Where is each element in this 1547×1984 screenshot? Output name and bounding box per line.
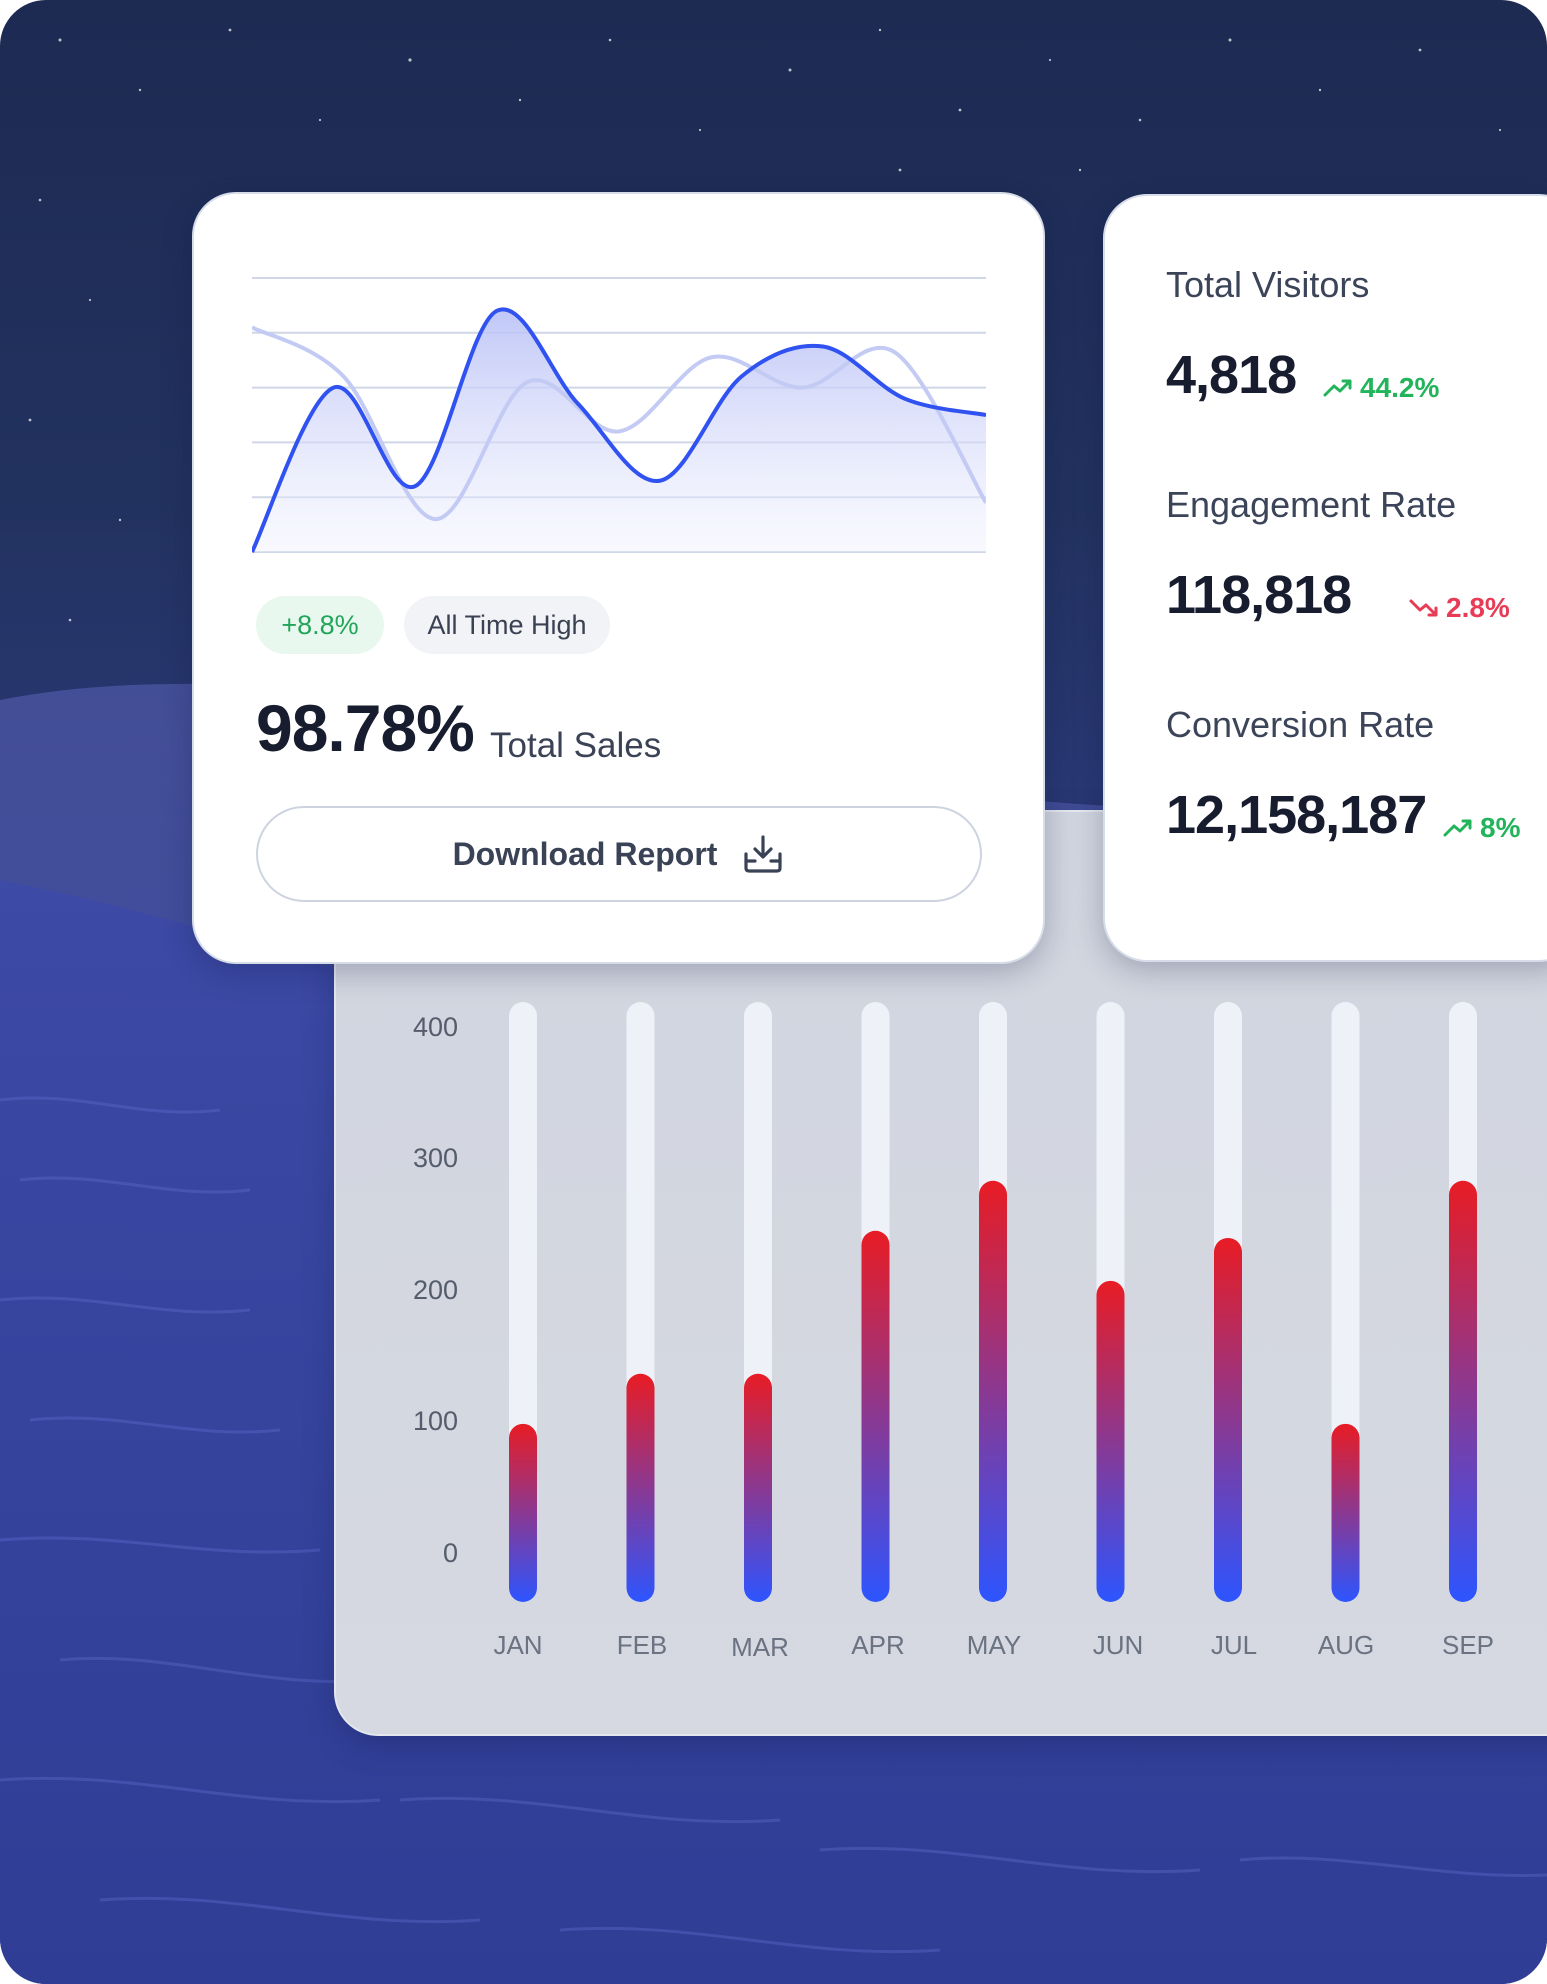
primary-series-line (252, 307, 986, 553)
y-tick-label: 300 (412, 1143, 458, 1173)
x-tick-label: SEP (1441, 1630, 1495, 1660)
total-sales-value: 98.78% (256, 691, 475, 765)
secondary-series-line (252, 325, 986, 522)
bar-sep (1449, 1180, 1477, 1602)
x-tick-label: MAY (966, 1630, 1022, 1660)
monthly-bar-chart-panel (334, 810, 1547, 1736)
all-time-high-badge: All Time High (404, 596, 610, 654)
sales-change-badge: +8.8% (256, 596, 384, 654)
bar-jul (1214, 1237, 1242, 1602)
x-tick-label: JAN (493, 1630, 543, 1660)
y-tick-label: 0 (442, 1538, 458, 1568)
download-report-label: Download Report (452, 835, 718, 872)
trend-down-icon (1409, 599, 1438, 617)
engagement-rate-label: Engagement Rate (1166, 484, 1457, 525)
y-tick-label: 100 (412, 1406, 458, 1436)
x-tick-label: MAR (731, 1632, 789, 1662)
engagement-rate-value: 118,818 (1166, 565, 1352, 625)
kpi-summary-card (1103, 194, 1547, 962)
change-value: 44.2% (1360, 372, 1440, 403)
x-tick-label: APR (851, 1630, 905, 1660)
change-value: 2.8% (1446, 592, 1510, 623)
download-icon (744, 835, 783, 873)
bar-may (979, 1180, 1007, 1602)
y-tick-label: 200 (412, 1275, 458, 1305)
x-tick-label: AUG (1317, 1630, 1375, 1660)
conversion-rate-value: 12,158,187 (1166, 785, 1427, 845)
trend-up-icon (1443, 819, 1472, 837)
x-tick-label: FEB (616, 1630, 668, 1660)
x-tick-label: JUL (1210, 1630, 1258, 1660)
total-visitors-label: Total Visitors (1166, 264, 1370, 305)
bar-chart (509, 1002, 1477, 1602)
bar-apr (861, 1230, 890, 1602)
total-visitors-change: 44.2% (1322, 372, 1439, 404)
trend-up-icon (1323, 379, 1352, 397)
conversion-rate-label: Conversion Rate (1166, 704, 1435, 745)
bar-feb (626, 1373, 655, 1602)
bar-mar (744, 1373, 772, 1602)
bar-jun (1096, 1280, 1125, 1602)
total-sales-label: Total Sales (490, 726, 662, 765)
download-report-button[interactable]: Download Report (256, 806, 982, 902)
conversion-rate-change: 8% (1442, 812, 1520, 844)
change-value: 8% (1480, 812, 1521, 843)
bar-jan (509, 1423, 537, 1602)
x-tick-label: JUN (1092, 1630, 1144, 1660)
engagement-rate-change: 2.8% (1408, 592, 1510, 624)
bar-aug (1331, 1423, 1360, 1602)
total-visitors-value: 4,818 (1166, 345, 1297, 405)
y-tick-label: 400 (412, 1012, 458, 1042)
primary-series-area (252, 309, 986, 552)
sales-line-chart (252, 277, 986, 553)
